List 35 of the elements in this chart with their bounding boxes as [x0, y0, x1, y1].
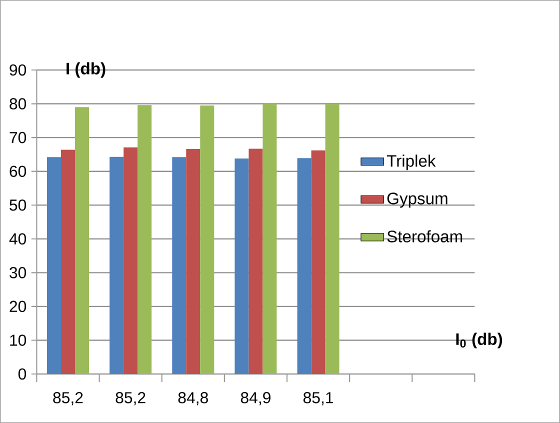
- y-axis-title: I (db): [66, 62, 106, 78]
- y-tick-label: 30: [10, 267, 26, 278]
- bar: [248, 148, 263, 374]
- bar: [200, 105, 214, 374]
- y-tick-label: 70: [10, 132, 26, 144]
- y-tick-label: 80: [10, 98, 26, 110]
- bar: [325, 104, 340, 374]
- legend-label: Gypsum: [387, 192, 448, 208]
- legend-label: Triplek: [386, 154, 436, 170]
- bar: [138, 105, 152, 374]
- bar: [124, 147, 138, 374]
- y-tick-label: 60: [10, 166, 26, 177]
- x-tick-label: 85,2: [53, 392, 83, 406]
- x-axis-title: I$_{0}$ (db): [456, 332, 502, 348]
- x-tick-label: 85,1: [303, 392, 334, 406]
- legend-label: Sterofoam: [387, 230, 462, 242]
- y-tick-label: 90: [10, 64, 26, 76]
- bar: [61, 150, 75, 374]
- bar: [75, 107, 89, 374]
- bar: [297, 158, 312, 374]
- bar: [262, 104, 277, 374]
- bar: [110, 156, 124, 374]
- bar: [311, 150, 326, 374]
- bar: [234, 158, 249, 374]
- y-tick-label: 0: [18, 368, 26, 380]
- y-tick-label: 50: [10, 199, 26, 211]
- bar: [47, 157, 61, 374]
- y-tick-label: 20: [10, 300, 26, 312]
- x-tick-label: 85,2: [116, 392, 146, 406]
- bar: [186, 149, 200, 374]
- bar: [172, 157, 186, 374]
- y-tick-label: 40: [9, 233, 26, 245]
- x-tick-label: 84,8: [178, 392, 208, 406]
- x-tick-label: 84,9: [240, 392, 270, 406]
- y-tick-label: 10: [10, 334, 26, 346]
